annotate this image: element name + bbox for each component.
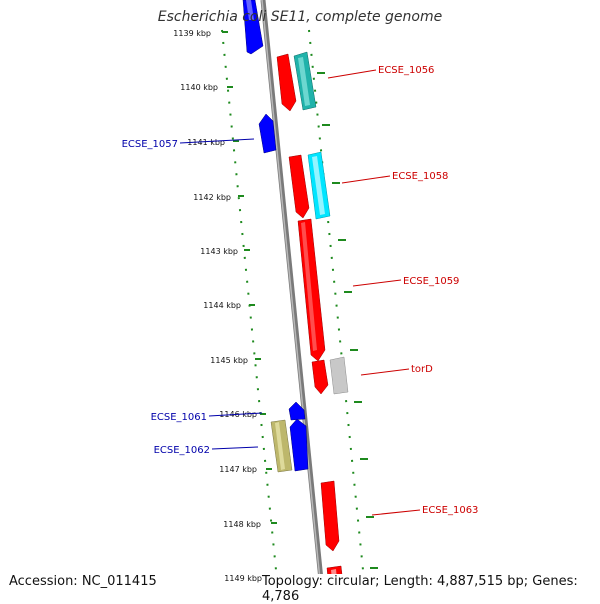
- gene-label-ecse-1059[interactable]: ECSE_1059: [403, 276, 459, 287]
- gene-arrow-ecse-1056-teal-highlight: [298, 57, 310, 106]
- callout-lines: [179, 69, 421, 516]
- scale-tick-label: 1144 kbp: [203, 301, 241, 310]
- callout-line-ecse-1063: [371, 509, 421, 516]
- gene-arrow-blue[interactable]: [242, 0, 264, 55]
- callout-line-ecse-1057: [179, 138, 255, 144]
- scale-tick-label: 1139 kbp: [173, 29, 211, 38]
- gene-arrow-ecse-1058-cyan-highlight: [312, 156, 325, 215]
- gene-arrow-ecse-1056[interactable]: [276, 53, 297, 112]
- scale-tick-label: 1149 kbp: [224, 574, 262, 583]
- gene-arrow-ecse-1057[interactable]: [258, 113, 277, 154]
- genome-title: Escherichia coli SE11, complete genome: [157, 9, 443, 25]
- gene-arrow-ecse-1059[interactable]: [297, 218, 326, 362]
- scale-tick-label: 1148 kbp: [223, 520, 261, 529]
- gene-features: [242, 0, 349, 600]
- gene-arrow-ecse-1059-highlight: [301, 222, 317, 351]
- gene-arrow-blue-highlight: [246, 0, 254, 20]
- gene-arrow-ecse-1063[interactable]: [320, 480, 340, 552]
- genome-summary-text: Topology: circular; Length: 4,887,515 bp…: [262, 574, 600, 604]
- gene-arrow-ecse-1062-olive-highlight: [275, 422, 285, 470]
- callout-line-ecse-1059: [352, 279, 402, 287]
- callout-line-tord: [360, 368, 410, 376]
- scale-tick-label: 1142 kbp: [193, 193, 231, 202]
- scale-tick-label: 1140 kbp: [180, 83, 218, 92]
- callout-line-ecse-1056: [327, 69, 377, 79]
- scale-tick-label: 1145 kbp: [210, 356, 248, 365]
- gene-arrow-tord[interactable]: [311, 359, 329, 395]
- gene-label-ecse-1061[interactable]: ECSE_1061: [151, 412, 207, 423]
- scale-tick-label: 1143 kbp: [200, 247, 238, 256]
- left-dotted-track: [221, 29, 280, 600]
- gene-label-ecse-1063[interactable]: ECSE_1063: [422, 505, 478, 516]
- callout-line-ecse-1062: [211, 446, 259, 450]
- genome-backbone: [260, 0, 326, 600]
- callout-line-ecse-1058: [341, 175, 391, 184]
- gene-label-ecse-1062[interactable]: ECSE_1062: [154, 445, 210, 456]
- callout-line-ecse-1061: [208, 412, 263, 417]
- gene-arrow-ecse-1061[interactable]: [288, 401, 306, 421]
- gene-arrow-ecse-1058[interactable]: [288, 154, 310, 219]
- scale-tick-label: 1141 kbp: [187, 138, 225, 147]
- scale-axis: 1139 kbp 1140 kbp 1141 kbp 1142 kbp 1143…: [173, 29, 277, 583]
- gene-label-ecse-1058[interactable]: ECSE_1058: [392, 171, 448, 182]
- gene-labels: ECSE_1056 ECSE_1057 ECSE_1058 ECSE_1059 …: [122, 65, 479, 516]
- gene-label-tord[interactable]: torD: [411, 364, 433, 375]
- gene-arrow-tord-gray[interactable]: [329, 356, 349, 395]
- accession-text: Accession: NC_011415: [9, 574, 157, 589]
- scale-tick-label: 1147 kbp: [219, 465, 257, 474]
- gene-arrow-ecse-1062[interactable]: [289, 418, 309, 472]
- gene-label-ecse-1056[interactable]: ECSE_1056: [378, 65, 434, 76]
- genome-backbone-highlight: [261, 0, 323, 600]
- right-track-ticks: [317, 72, 378, 569]
- gene-label-ecse-1057[interactable]: ECSE_1057: [122, 139, 178, 150]
